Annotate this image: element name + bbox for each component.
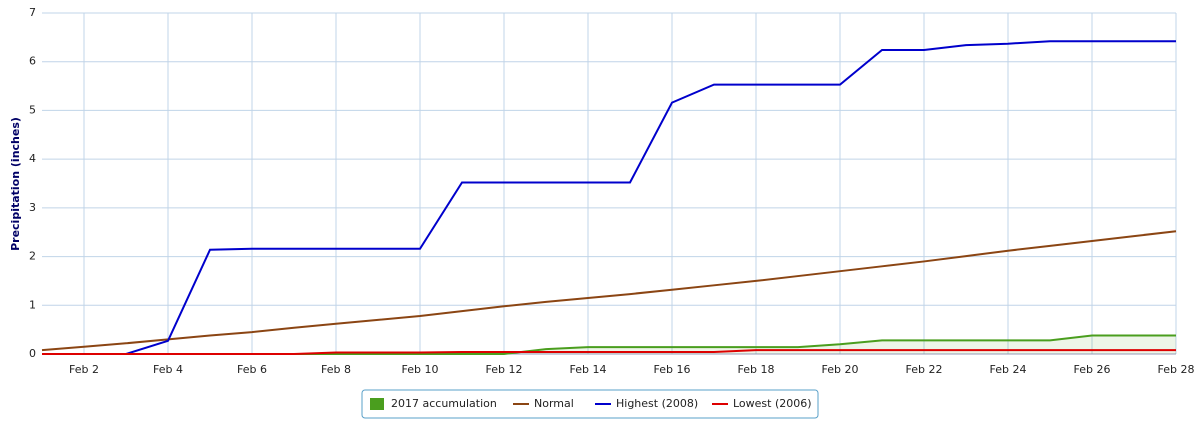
x-tick-label: Feb 6 bbox=[237, 363, 267, 376]
x-tick-label: Feb 18 bbox=[738, 363, 775, 376]
x-tick-label: Feb 26 bbox=[1074, 363, 1111, 376]
y-tick-label: 6 bbox=[29, 55, 36, 68]
line bbox=[42, 40, 1176, 355]
x-tick-label: Feb 22 bbox=[906, 363, 943, 376]
x-tick-label: Feb 8 bbox=[321, 363, 351, 376]
line bbox=[42, 349, 1176, 355]
y-tick-label: 1 bbox=[29, 298, 36, 311]
y-tick-label: 4 bbox=[29, 152, 36, 165]
x-tick-label: Feb 10 bbox=[402, 363, 439, 376]
y-tick-label: 3 bbox=[29, 201, 36, 214]
x-tick-label: Feb 24 bbox=[990, 363, 1027, 376]
legend bbox=[361, 389, 819, 419]
x-tick-label: Feb 14 bbox=[570, 363, 607, 376]
x-tick-label: Feb 20 bbox=[822, 363, 859, 376]
x-tick-label: Feb 12 bbox=[486, 363, 523, 376]
legend-label: Normal bbox=[534, 397, 574, 410]
y-tick-label: 0 bbox=[29, 347, 36, 360]
x-tick-label: Feb 28 bbox=[1158, 363, 1195, 376]
y-axis-label: Precipitation (inches) bbox=[9, 117, 22, 251]
y-tick-label: 2 bbox=[29, 250, 36, 263]
legend-label: Lowest (2006) bbox=[733, 397, 812, 410]
y-tick-label: 5 bbox=[29, 103, 36, 116]
x-tick-label: Feb 16 bbox=[654, 363, 691, 376]
y-tick-label: 7 bbox=[29, 6, 36, 19]
x-tick-label: Feb 2 bbox=[69, 363, 99, 376]
legend-label: Highest (2008) bbox=[616, 397, 698, 410]
legend-swatch bbox=[370, 398, 384, 410]
line bbox=[41, 230, 1177, 352]
x-tick-label: Feb 4 bbox=[153, 363, 183, 376]
legend-label: 2017 accumulation bbox=[391, 397, 497, 410]
